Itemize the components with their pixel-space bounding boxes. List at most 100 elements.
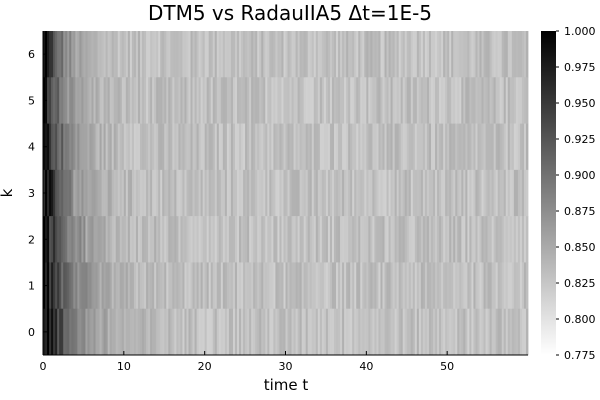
heatmap-cell [507, 216, 511, 263]
heatmap-cell [265, 169, 268, 217]
heatmap-cell [505, 262, 509, 310]
y-tick-label: 3 [28, 187, 35, 200]
heatmap-cell [447, 123, 450, 171]
heatmap-cell [354, 216, 357, 263]
heatmap-cell [408, 262, 412, 310]
heatmap-cell [360, 262, 363, 310]
heatmap-cell [71, 31, 74, 78]
heatmap-cell [150, 216, 153, 263]
heatmap-cell [212, 169, 216, 217]
heatmap-cell [144, 169, 147, 217]
heatmap-cell [176, 216, 179, 263]
heatmap-cell [224, 216, 228, 263]
heatmap-cell [295, 169, 299, 217]
heatmap-cell [392, 308, 396, 356]
heatmap-cell [89, 77, 92, 124]
heatmap-cell [53, 169, 56, 217]
heatmap-cell [121, 262, 125, 310]
heatmap-cell [192, 169, 195, 217]
heatmap-cell [247, 308, 250, 356]
heatmap-cell [206, 123, 210, 171]
heatmap-cell [309, 308, 313, 356]
heatmap-cell [91, 262, 94, 310]
heatmap-cell [327, 169, 331, 217]
heatmap-cell [269, 31, 272, 78]
heatmap-cell [226, 123, 230, 171]
heatmap-cell [372, 77, 375, 124]
heatmap-cell [51, 31, 54, 78]
heatmap-cell [489, 31, 493, 78]
heatmap-cell [105, 77, 109, 124]
heatmap-cell [241, 216, 244, 263]
heatmap-cell [297, 77, 301, 124]
heatmap-cell [115, 169, 119, 217]
heatmap-cell [400, 308, 404, 356]
heatmap-cell [73, 308, 76, 356]
heatmap-cell [129, 262, 133, 310]
heatmap-cell [234, 123, 238, 171]
heatmap-cell [200, 123, 204, 171]
heatmap-cell [521, 262, 525, 310]
heatmap-cell [234, 308, 238, 356]
heatmap-cell [121, 169, 125, 217]
heatmap-cell [184, 123, 187, 171]
heatmap-cell [366, 123, 369, 171]
heatmap-cell [113, 123, 117, 171]
heatmap-cell [87, 308, 90, 356]
heatmap-cell [497, 308, 501, 356]
heatmap-cell [200, 216, 204, 263]
heatmap-cell [261, 31, 264, 78]
heatmap-cell [463, 216, 466, 263]
heatmap-cell [170, 169, 173, 217]
heatmap-cell [431, 77, 434, 124]
heatmap-cell [291, 169, 294, 217]
heatmap-cell [87, 123, 90, 171]
heatmap-cell [489, 262, 493, 310]
heatmap-cell [374, 123, 377, 171]
heatmap-cell [273, 123, 276, 171]
heatmap-cell [428, 262, 432, 310]
heatmap-cell [239, 262, 242, 310]
heatmap-cell [180, 308, 183, 356]
heatmap-cell [487, 31, 490, 78]
heatmap-cell [243, 216, 246, 263]
heatmap-cell [243, 77, 246, 124]
heatmap-cell [241, 77, 244, 124]
heatmap-cell [83, 262, 86, 310]
heatmap-cell [61, 308, 64, 356]
heatmap-cell [156, 262, 159, 310]
heatmap-cell [273, 77, 276, 124]
heatmap-cell [73, 169, 76, 217]
heatmap-cell [230, 123, 234, 171]
heatmap-cell [329, 123, 333, 171]
x-tick-label: 50 [440, 360, 454, 373]
heatmap-cell [49, 262, 52, 310]
heatmap-cell [414, 216, 418, 263]
heatmap-cell [196, 216, 199, 263]
heatmap-cell [186, 169, 189, 217]
heatmap-cell [402, 169, 406, 217]
heatmap-cell [148, 308, 151, 356]
heatmap-cell [465, 262, 468, 310]
heatmap-cell [473, 169, 476, 217]
heatmap-cell [378, 216, 381, 263]
heatmap-cell [503, 123, 507, 171]
heatmap-cell [148, 262, 151, 310]
heatmap-cell [285, 169, 288, 217]
heatmap-cell [412, 169, 416, 217]
heatmap-cell [168, 77, 171, 124]
heatmap-cell [202, 77, 206, 124]
heatmap-cell [424, 262, 428, 310]
heatmap-cell [249, 77, 252, 124]
heatmap-cell [342, 31, 345, 78]
heatmap-cell [204, 31, 208, 78]
heatmap-cell [422, 123, 426, 171]
heatmap-cell [507, 262, 511, 310]
heatmap-cell [331, 308, 335, 356]
heatmap-cell [198, 262, 202, 310]
heatmap-cell [216, 169, 220, 217]
heatmap-cell [402, 31, 406, 78]
heatmap-cell [275, 169, 278, 217]
heatmap-cell [259, 123, 262, 171]
